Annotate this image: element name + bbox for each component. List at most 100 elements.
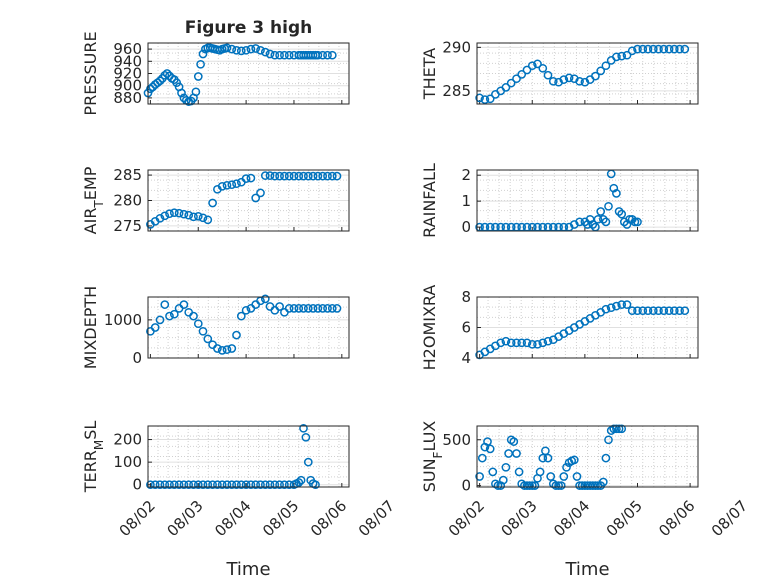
y-tick-label: 0 — [461, 477, 471, 495]
data-point — [260, 294, 270, 304]
y-tick-label: 1000 — [104, 311, 142, 329]
data-point — [598, 214, 608, 224]
y-tick-label: 0 — [132, 476, 142, 494]
data-point — [169, 309, 179, 319]
data-point — [514, 467, 524, 477]
y-axis-label: THETA — [420, 48, 439, 100]
data-point — [643, 306, 653, 316]
data-point — [256, 480, 265, 490]
grid — [148, 426, 349, 487]
data-point — [284, 50, 294, 60]
data-point — [612, 189, 621, 198]
series-markers — [475, 424, 627, 490]
data-point — [606, 303, 616, 313]
data-point — [189, 480, 198, 490]
subplot-rainfall: 0 1 2 RAINFALL — [420, 163, 699, 238]
data-point — [146, 480, 155, 490]
data-point — [251, 44, 261, 53]
data-point — [643, 44, 653, 54]
data-point — [189, 311, 198, 321]
data-point — [241, 45, 251, 55]
data-point — [633, 306, 642, 316]
data-point — [627, 46, 637, 56]
data-point — [193, 480, 203, 490]
data-point — [236, 480, 246, 490]
data-point — [506, 78, 516, 88]
series-markers — [143, 43, 337, 106]
data-point — [601, 61, 611, 71]
data-point — [541, 446, 550, 456]
data-point — [256, 188, 265, 198]
data-point — [227, 44, 237, 54]
y-tick-label: 0 — [132, 349, 142, 367]
y-tick-label: 2 — [461, 166, 471, 184]
data-point — [275, 50, 284, 60]
data-point — [191, 87, 201, 97]
data-point — [654, 44, 663, 54]
data-point — [146, 84, 155, 94]
figure-title: Figure 3 high — [185, 18, 313, 38]
subplot-h2omixra: 4 6 8 H2OMIXRA — [420, 285, 699, 371]
grid — [477, 43, 698, 104]
data-point — [289, 171, 299, 181]
data-point — [174, 480, 184, 490]
axes-frame — [147, 42, 350, 105]
data-point — [208, 480, 217, 490]
data-point — [232, 45, 241, 55]
data-point — [612, 52, 621, 62]
y-tick-label: 6 — [461, 319, 471, 337]
data-point — [538, 338, 548, 348]
data-point — [327, 304, 337, 313]
y-tick-label: 940 — [113, 52, 142, 70]
data-point — [280, 50, 289, 60]
data-point — [638, 44, 648, 54]
data-point — [241, 305, 251, 315]
data-point — [556, 481, 566, 490]
axes-frame — [476, 425, 699, 488]
data-point — [184, 210, 194, 220]
data-point — [148, 82, 158, 92]
series-markers — [475, 44, 690, 104]
data-point — [533, 59, 542, 69]
data-point — [280, 480, 289, 490]
grid — [477, 426, 698, 487]
y-axis-label: MIXDEPTH — [81, 286, 100, 369]
data-point — [675, 44, 684, 54]
data-point — [251, 193, 261, 203]
data-point — [179, 209, 189, 219]
data-point — [208, 198, 217, 208]
data-point — [198, 213, 208, 223]
data-point — [543, 336, 553, 346]
y-tick-label: 880 — [113, 89, 142, 107]
data-point — [179, 480, 189, 490]
data-point — [251, 480, 261, 490]
data-point — [299, 304, 308, 313]
data-point — [280, 171, 289, 181]
data-point — [604, 435, 613, 445]
data-point — [177, 88, 186, 98]
data-point — [633, 44, 642, 54]
data-point — [222, 180, 232, 190]
data-point — [270, 171, 280, 181]
data-point — [193, 319, 203, 329]
data-point — [527, 61, 537, 71]
data-point — [638, 306, 648, 316]
data-point — [165, 480, 174, 490]
y-axis-label: H2OMIXRA — [420, 285, 439, 371]
data-point — [323, 50, 332, 60]
data-point — [614, 207, 624, 216]
data-point — [198, 480, 208, 490]
data-point — [169, 208, 179, 218]
data-point — [485, 94, 495, 104]
data-point — [509, 437, 519, 446]
data-point — [630, 217, 640, 227]
data-point — [256, 45, 265, 55]
y-tick-label: 100 — [113, 453, 142, 471]
data-point — [332, 304, 342, 313]
data-point — [512, 449, 521, 458]
y-tick-label: 0 — [461, 218, 471, 236]
data-point — [517, 338, 527, 348]
data-point — [622, 300, 632, 309]
data-point — [270, 480, 280, 490]
